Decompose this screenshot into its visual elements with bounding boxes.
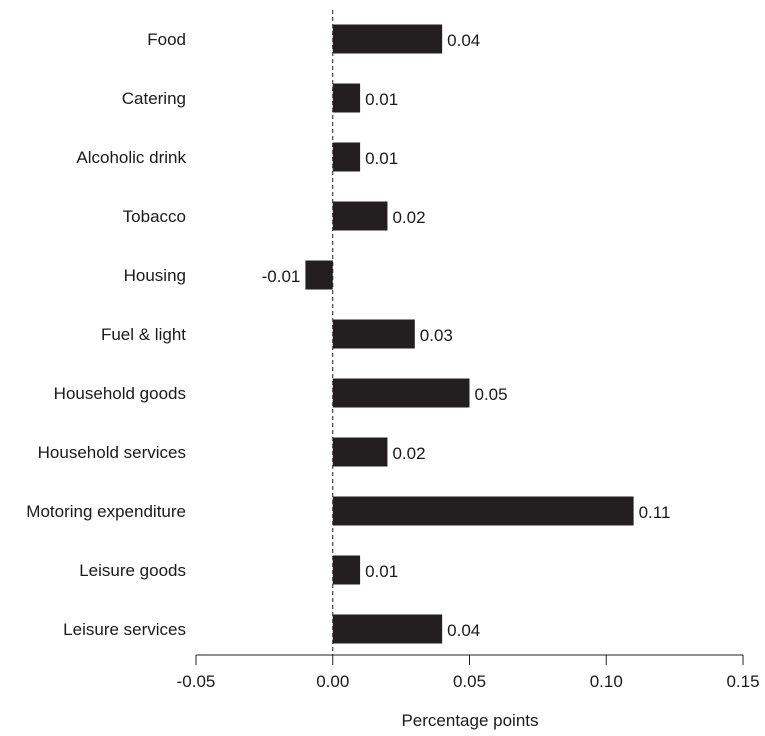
category-label: Fuel & light: [101, 325, 186, 344]
bar-value-label: 0.02: [392, 444, 425, 463]
category-label: Household goods: [54, 384, 186, 403]
x-axis: -0.05 0.00 0.05 0.10 0.15: [177, 654, 760, 691]
category-label: Food: [147, 30, 186, 49]
x-tick-label: -0.05: [177, 672, 216, 691]
bar: [332, 378, 470, 408]
bar: [332, 24, 443, 54]
bar-value-label: 0.02: [392, 208, 425, 227]
bar-value-label: 0.05: [475, 385, 508, 404]
category-label: Catering: [122, 89, 186, 108]
category-label: Alcoholic drink: [76, 148, 186, 167]
category-label: Housing: [124, 266, 186, 285]
bar-value-label: 0.04: [447, 621, 480, 640]
category-label: Motoring expenditure: [26, 502, 186, 521]
category-labels-layer: Food Catering Alcoholic drink Tobacco Housin…: [26, 30, 186, 639]
bar: [332, 496, 634, 526]
bars-layer: [305, 24, 634, 644]
bar-value-label: 0.03: [420, 326, 453, 345]
bar-value-label: 0.01: [365, 562, 398, 581]
category-label: Household services: [38, 443, 186, 462]
x-axis-title: Percentage points: [401, 711, 538, 730]
bar: [305, 260, 333, 290]
bar-value-label: 0.11: [639, 503, 671, 522]
bar: [332, 437, 388, 467]
bar-value-label: 0.01: [365, 149, 398, 168]
bar: [332, 83, 361, 113]
x-tick-label: 0.00: [316, 672, 349, 691]
bar: [332, 614, 443, 644]
bar: [332, 319, 415, 349]
bar: [332, 201, 388, 231]
x-tick-label: 0.15: [726, 672, 759, 691]
value-labels-layer: 0.04 0.01 0.01 0.02 -0.01 0.03 0.05 0.02 0.11 0.0…: [262, 31, 671, 640]
category-label: Tobacco: [123, 207, 186, 226]
bar: [332, 142, 361, 172]
category-label: Leisure services: [63, 620, 186, 639]
bar: [332, 555, 361, 585]
bar-value-label: -0.01: [262, 267, 301, 286]
bar-value-label: 0.04: [447, 31, 480, 50]
x-tick-label: 0.05: [453, 672, 486, 691]
bar-value-label: 0.01: [365, 90, 398, 109]
x-tick-label: 0.10: [590, 672, 623, 691]
category-label: Leisure goods: [79, 561, 186, 580]
